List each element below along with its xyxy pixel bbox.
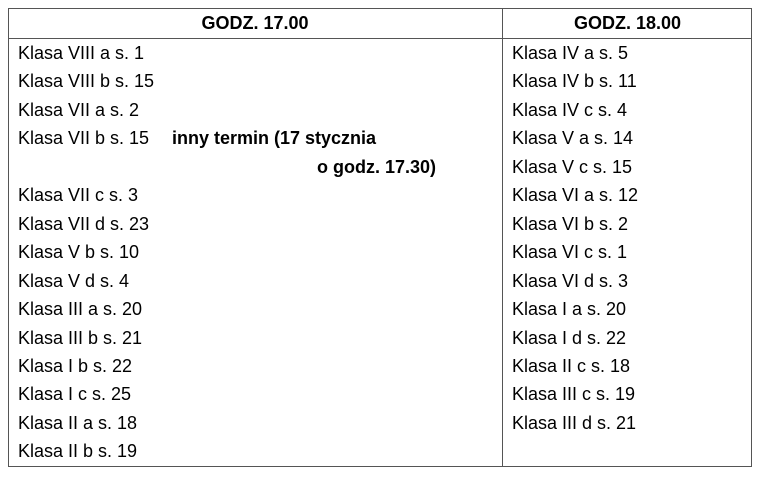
entry: Klasa III b s. 21 — [18, 327, 143, 348]
entry: Klasa V a s. 14 — [512, 128, 634, 149]
entry: Klasa VI d s. 3 — [512, 270, 629, 291]
entry: Klasa III d s. 21 — [512, 412, 637, 433]
note: inny termin (17 stycznia o godz. 17.30) — [172, 124, 436, 181]
entry: Klasa VI c s. 1 — [512, 242, 628, 263]
entry: Klasa II b s. 19 — [18, 441, 138, 462]
entry: Klasa VI b s. 2 — [512, 213, 629, 234]
header-cell: GODZ. 18.00 — [573, 13, 682, 33]
header-divider — [8, 8, 752, 39]
entry: Klasa IV a s. 5 — [512, 43, 629, 63]
entry: Klasa VII c s. 3 — [18, 185, 139, 206]
entry: Klasa VI a s. 12 — [512, 185, 639, 206]
entry: Klasa IV c s. 4 — [512, 99, 628, 120]
note-line: o godz. 17.30) — [316, 156, 436, 177]
entry: Klasa II a s. 18 — [18, 412, 138, 433]
entry: Klasa V c s. 15 — [512, 156, 633, 177]
entry: Klasa III c s. 19 — [512, 384, 636, 405]
entry: Klasa V d s. 4 — [18, 270, 130, 291]
entry: Klasa VIII a s. 1 — [18, 43, 145, 63]
entry: Klasa I a s. 20 — [512, 299, 627, 320]
entry: Klasa V b s. 10 — [18, 242, 140, 263]
entry: Klasa I d s. 22 — [512, 327, 627, 348]
entry: Klasa III a s. 20 — [18, 299, 143, 320]
entry: Klasa I c s. 25 — [18, 384, 132, 405]
header-cell: GODZ. 17.00 — [201, 13, 309, 33]
entry: Klasa VII d s. 23 — [18, 213, 150, 234]
note-line: inny termin (17 stycznia — [172, 128, 377, 149]
entry: Klasa VII a s. 2 — [18, 99, 140, 120]
entry: Klasa II c s. 18 — [512, 355, 631, 376]
entry: Klasa VIII b s. 15 — [18, 71, 155, 92]
column-divider — [502, 8, 503, 467]
entry: Klasa I b s. 22 — [18, 355, 133, 376]
entry: Klasa IV b s. 11 — [512, 71, 637, 92]
entry: Klasa VII b s. 15 — [18, 128, 150, 149]
